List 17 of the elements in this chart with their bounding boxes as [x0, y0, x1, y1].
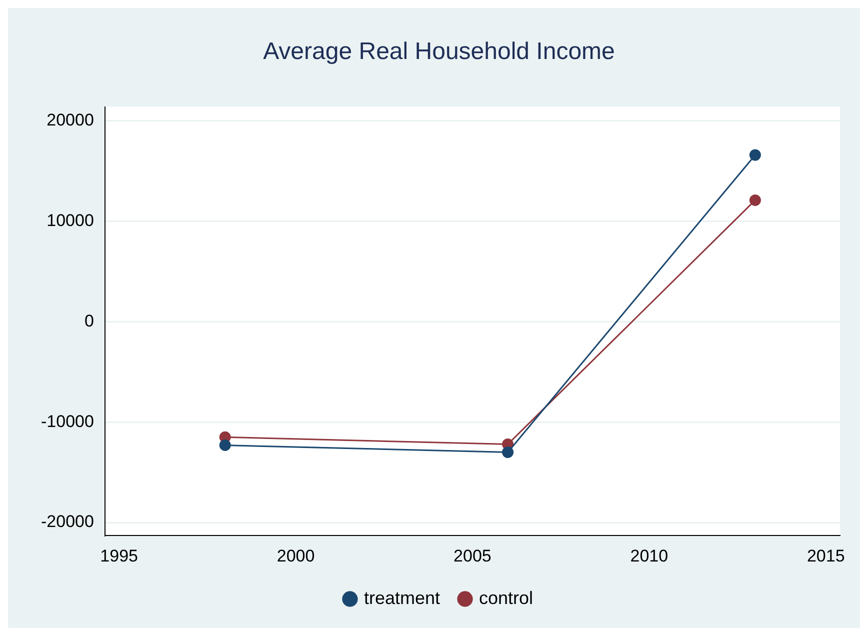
x-tick-label: 2000 [276, 546, 315, 566]
y-tick-label: -10000 [40, 412, 94, 431]
point [219, 439, 231, 451]
x-tick-label: 1995 [100, 546, 138, 566]
point [749, 194, 761, 206]
legend-label: control [479, 588, 534, 608]
chart-title: Average Real Household Income [263, 38, 615, 66]
x-tick-label: 2010 [630, 546, 668, 566]
y-tick-label: 20000 [46, 110, 94, 130]
legend-label: treatment [364, 588, 440, 608]
y-tick-label: -20000 [40, 512, 94, 532]
x-tick-label: 2015 [806, 546, 845, 566]
point [749, 149, 761, 161]
point [502, 446, 514, 458]
y-tick-label: 0 [84, 311, 94, 330]
x-tick-label: 2005 [454, 546, 492, 566]
y-tick-label: 10000 [46, 210, 94, 230]
